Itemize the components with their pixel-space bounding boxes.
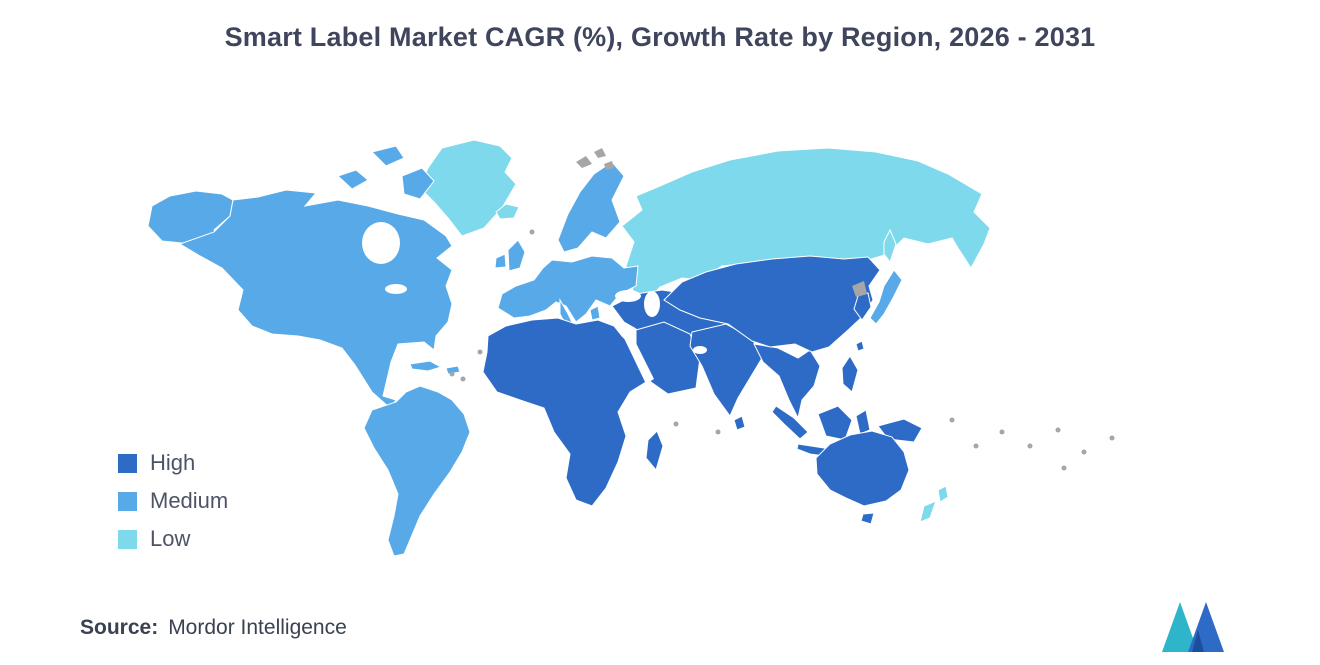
legend: High Medium Low	[118, 450, 229, 566]
region-canadian-arctic-island	[401, 167, 435, 200]
region-svalbard	[604, 161, 614, 170]
island-dot	[1061, 465, 1067, 471]
region-scandinavia	[557, 161, 625, 253]
region-north-korea	[852, 281, 867, 297]
region-philippines	[841, 355, 859, 393]
persian-gulf	[693, 346, 707, 354]
island-dot	[715, 429, 721, 435]
region-africa	[482, 317, 661, 507]
great-lakes	[385, 284, 407, 294]
island-dot	[1109, 435, 1115, 441]
region-sulawesi	[855, 409, 871, 435]
region-south-america	[363, 385, 471, 557]
island-dot	[449, 371, 455, 377]
region-sri-lanka	[733, 415, 746, 431]
legend-swatch-medium	[118, 491, 137, 511]
region-australia	[815, 430, 910, 507]
source-label: Source:	[80, 616, 159, 639]
water-overlays	[362, 222, 707, 384]
region-new-zealand-north	[937, 485, 949, 503]
island-dot	[949, 417, 955, 423]
legend-label-low: Low	[150, 526, 191, 551]
no-data-regions	[449, 148, 1115, 471]
mordor-intelligence-logo	[1162, 602, 1224, 652]
source-attribution: Source: Mordor Intelligence	[80, 616, 347, 640]
island-dot	[477, 349, 483, 355]
island-dot	[529, 229, 535, 235]
region-tasmania	[860, 512, 875, 525]
region-svalbard	[576, 156, 592, 168]
region-svalbard	[594, 148, 606, 158]
source-value: Mordor Intelligence	[168, 616, 347, 639]
legend-label-high: High	[150, 450, 196, 475]
black-sea	[615, 290, 641, 302]
chart-title: Smart Label Market CAGR (%), Growth Rate…	[224, 22, 1096, 52]
region-borneo	[817, 405, 853, 441]
legend-item-medium: Medium	[118, 488, 229, 513]
hudson-bay	[362, 222, 400, 264]
region-ireland	[494, 253, 507, 269]
island-dot	[673, 421, 679, 427]
region-europe	[497, 255, 639, 323]
island-dot	[1055, 427, 1061, 433]
logo-accent	[1192, 630, 1204, 652]
region-southeast-asia	[753, 343, 821, 420]
legend-swatch-high	[118, 453, 137, 473]
region-madagascar	[645, 430, 664, 472]
region-greenland	[419, 139, 517, 237]
caspian-sea	[644, 291, 660, 317]
region-canadian-arctic-island	[337, 169, 369, 190]
island-dot	[973, 443, 979, 449]
region-japan	[869, 269, 903, 325]
region-iceland	[495, 203, 520, 220]
island-dot	[1081, 449, 1087, 455]
legend-label-medium: Medium	[150, 488, 229, 513]
legend-item-high: High	[118, 450, 228, 475]
low-regions	[419, 139, 991, 523]
region-uk	[507, 239, 526, 272]
high-regions	[482, 255, 923, 525]
region-canadian-arctic-island	[371, 145, 405, 167]
region-hispaniola	[445, 365, 461, 375]
island-dot	[999, 429, 1005, 435]
region-new-zealand-south	[919, 500, 937, 523]
region-sakhalin	[883, 228, 897, 264]
island-dot	[1027, 443, 1033, 449]
region-greece	[589, 305, 601, 321]
region-sumatra	[771, 405, 809, 440]
island-dot	[460, 376, 466, 382]
legend-item-low: Low	[118, 526, 228, 551]
logo-right-stroke	[1188, 602, 1224, 652]
region-cuba	[409, 360, 443, 372]
red-sea	[622, 331, 654, 384]
logo-left-stroke	[1162, 602, 1198, 652]
legend-swatch-low	[118, 529, 137, 549]
region-taiwan	[855, 340, 865, 352]
